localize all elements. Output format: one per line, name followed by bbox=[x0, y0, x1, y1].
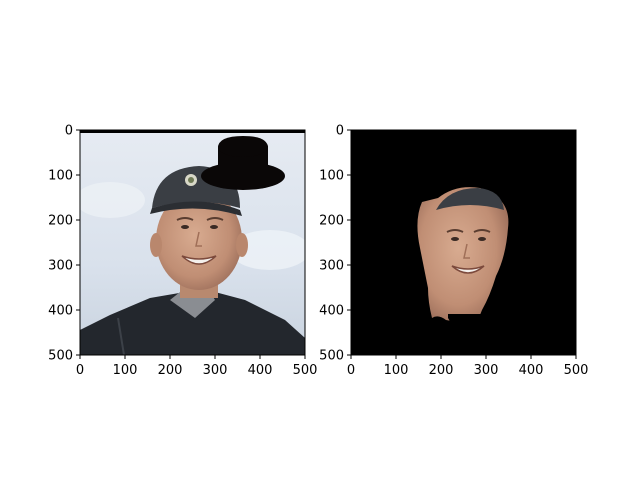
top-hat bbox=[201, 136, 285, 190]
right-axes-frame bbox=[350, 129, 577, 356]
left-y-tick-label: 400 bbox=[48, 304, 73, 319]
left-y-tick-label: 0 bbox=[65, 124, 73, 139]
right-y-tick-label: 100 bbox=[319, 169, 344, 184]
smile bbox=[181, 255, 217, 265]
left-x-tick-label: 200 bbox=[158, 363, 183, 378]
right-y-tick-label: 200 bbox=[319, 214, 344, 229]
left-x-tick-label: 300 bbox=[203, 363, 228, 378]
right-x-tick-label: 300 bbox=[474, 363, 499, 378]
jacket bbox=[80, 292, 305, 355]
left-x-tick-label: 100 bbox=[113, 363, 138, 378]
right-photo bbox=[351, 130, 576, 355]
right-x-tick-label: 200 bbox=[429, 363, 454, 378]
right-y-tick-label: 300 bbox=[319, 259, 344, 274]
right-x-tick-label: 400 bbox=[519, 363, 544, 378]
segmented-face bbox=[417, 187, 509, 330]
right-y-tick-label: 0 bbox=[336, 124, 344, 139]
left-y-tick-label: 300 bbox=[48, 259, 73, 274]
face bbox=[156, 190, 242, 290]
right-x-tick-label: 500 bbox=[564, 363, 589, 378]
left-x-tick-label: 400 bbox=[248, 363, 273, 378]
left-y-tick-label: 200 bbox=[48, 214, 73, 229]
left-axes-frame bbox=[79, 129, 306, 356]
right-y-tick-label: 400 bbox=[319, 304, 344, 319]
left-photo bbox=[80, 130, 305, 355]
collar-shirt bbox=[170, 292, 215, 318]
left-x-tick-label: 0 bbox=[76, 363, 84, 378]
left-y-tick-label: 500 bbox=[48, 349, 73, 364]
right-x-tick-label: 100 bbox=[384, 363, 409, 378]
left-x-tick-label: 500 bbox=[293, 363, 318, 378]
right-x-tick-label: 0 bbox=[347, 363, 355, 378]
left-y-tick-label: 100 bbox=[48, 169, 73, 184]
right-y-tick-label: 500 bbox=[319, 349, 344, 364]
